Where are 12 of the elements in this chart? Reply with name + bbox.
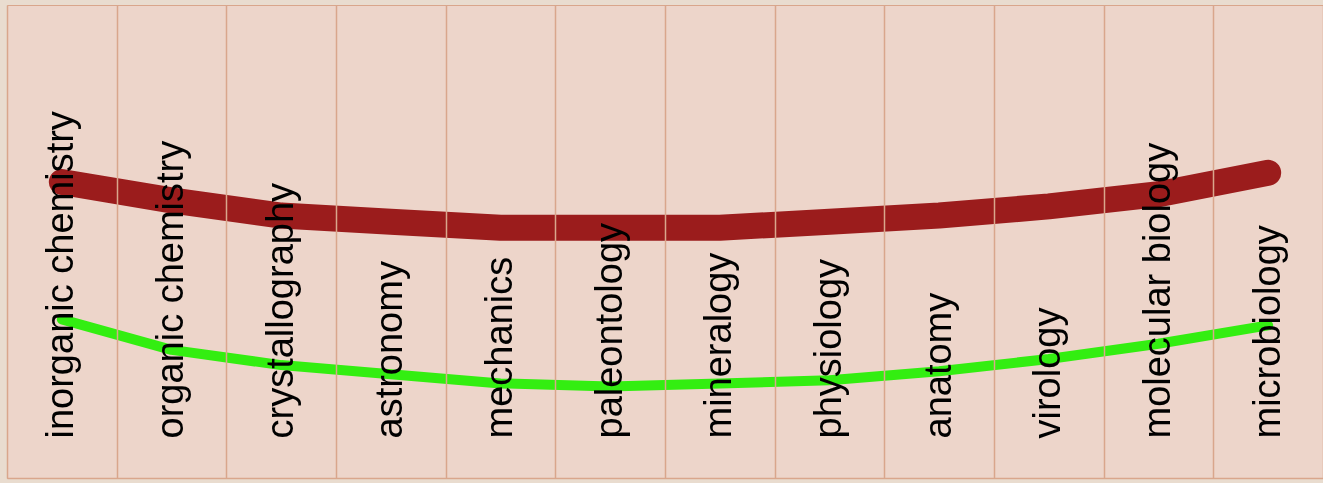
x-tick-label: crystallography bbox=[258, 182, 301, 439]
x-tick-label: mineralogy bbox=[697, 252, 740, 439]
x-tick-label: organic chemistry bbox=[149, 140, 191, 439]
x-tick-label: inorganic chemistry bbox=[39, 111, 82, 439]
x-tick-label: microbiology bbox=[1245, 225, 1288, 439]
x-tick-label: anatomy bbox=[916, 292, 959, 439]
x-tick-label: mechanics bbox=[478, 256, 520, 439]
x-tick-label: astronomy bbox=[368, 261, 411, 439]
x-tick-label: physiology bbox=[807, 258, 849, 439]
x-tick-label: virology bbox=[1026, 307, 1069, 439]
x-tick-label: molecular biology bbox=[1136, 142, 1178, 439]
x-tick-label: paleontology bbox=[587, 222, 630, 439]
